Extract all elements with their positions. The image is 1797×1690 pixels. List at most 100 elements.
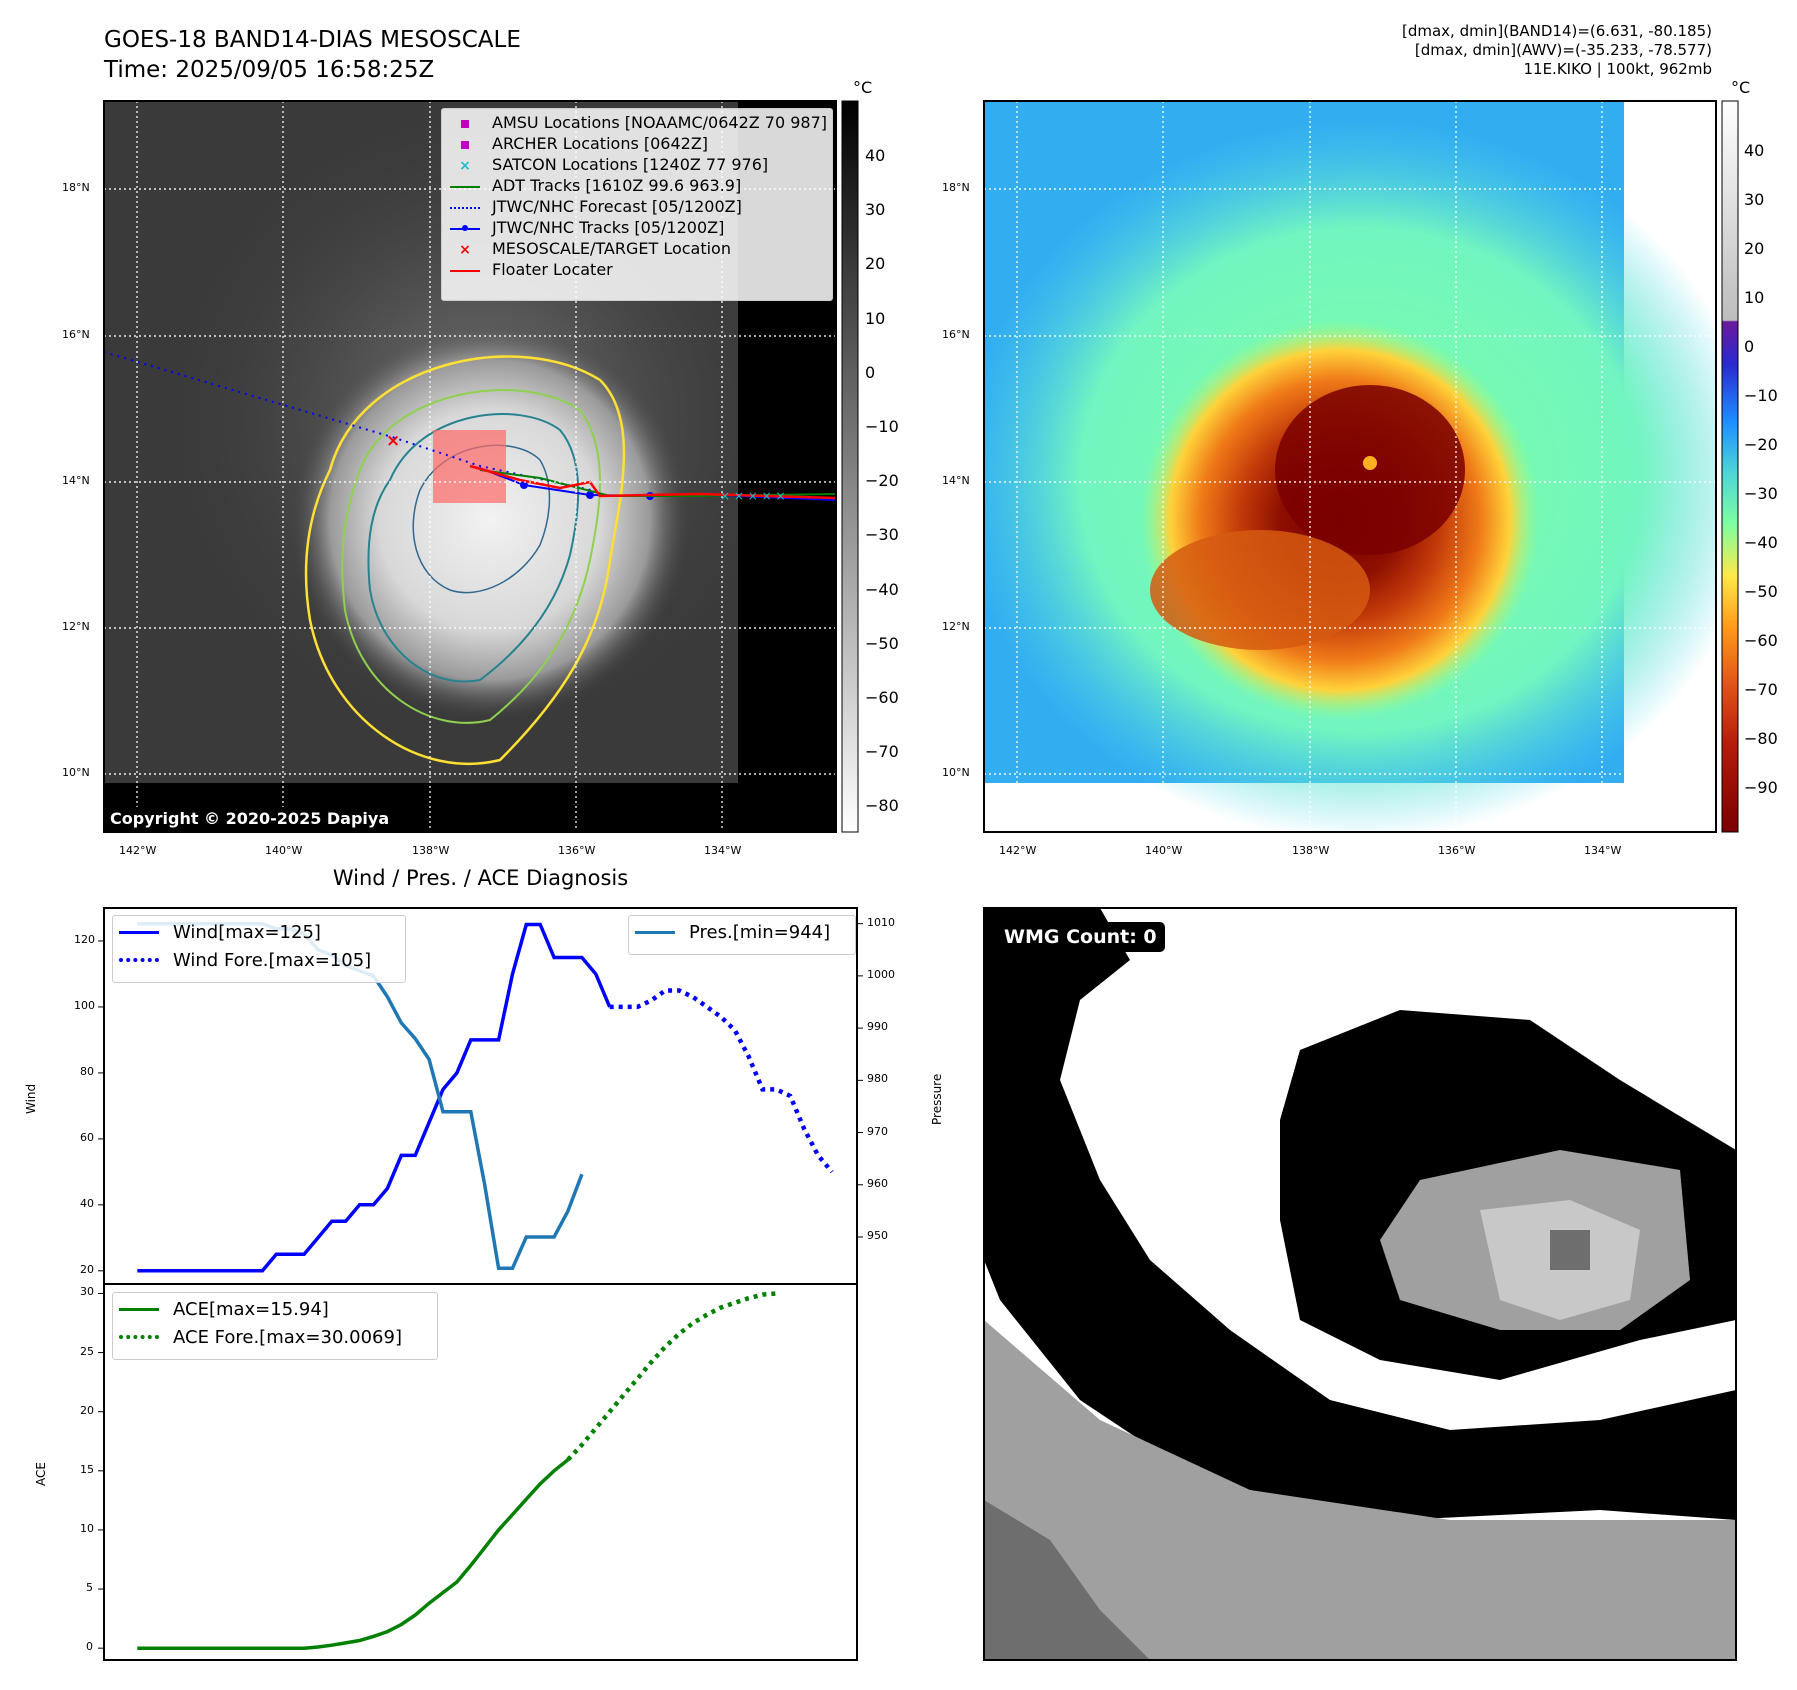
left-lat-tick: 12°N (62, 620, 90, 633)
series-line-1 (609, 988, 834, 1174)
right-colorbar-tick: −40 (1744, 533, 1778, 552)
left-colorbar-tick: 10 (865, 308, 886, 328)
ace-plot (98, 1291, 777, 1650)
map-legend-item: ADT Tracks [1610Z 99.6 963.9] (448, 175, 832, 196)
right-gridlines (984, 101, 1716, 832)
left-colorbar-tick: −70 (865, 742, 899, 762)
copyright-label: Copyright © 2020-2025 Dapiya (104, 807, 396, 830)
right-colorbar-tick: 0 (1744, 337, 1755, 356)
right-colorbar-tick: 30 (1744, 190, 1765, 209)
left-colorbar-tick: 0 (865, 362, 876, 382)
chart-title: Wind / Pres. / ACE Diagnosis (332, 866, 629, 890)
right-lat-tick: 14°N (942, 474, 970, 487)
info-band14-range: [dmax, dmin](BAND14)=(6.631, -80.185) (1401, 22, 1712, 40)
map-legend-item: × MESOSCALE/TARGET Location (448, 238, 832, 259)
left-colorbar-tick: −30 (865, 525, 899, 545)
right-colorbar-tick: −50 (1744, 582, 1778, 601)
wind-ytick-label: 120 (74, 932, 95, 946)
pressure-legend: Pres.[min=944] (628, 915, 856, 955)
left-colorbar-tick: −40 (865, 579, 899, 599)
pressure-ytick-label: 990 (867, 1020, 888, 1034)
wind-ytick-label: 100 (74, 998, 95, 1012)
wind-ytick-label: 20 (80, 1262, 94, 1276)
left-lat-tick: 16°N (62, 328, 90, 341)
right-colorbar (1721, 100, 1739, 833)
map-legend-item: JTWC/NHC Forecast [05/1200Z] (448, 196, 832, 217)
svg-text:× × × × ×: × × × × × (720, 489, 786, 503)
right-lat-tick: 12°N (942, 620, 970, 633)
legend-marker-icon: × (459, 242, 471, 258)
right-lon-tick: 136°W (1438, 844, 1476, 857)
pressure-ytick-label: 960 (867, 1176, 888, 1190)
map-legend-item: AMSU Locations [NOAAMC/0642Z 70 987] (448, 112, 832, 133)
info-block: [dmax, dmin](BAND14)=(6.631, -80.185) [d… (1402, 22, 1712, 79)
legend-marker-icon (448, 176, 482, 195)
ace-ytick-label: 15 (80, 1462, 94, 1476)
ace-ylabel: ACE (34, 1462, 48, 1486)
left-colorbar-tick: −50 (865, 633, 899, 653)
map-legend-item: ARCHER Locations [0642Z] (448, 133, 832, 154)
right-colorbar-tick: 20 (1744, 239, 1765, 258)
right-colorbar-tick: −90 (1744, 778, 1778, 797)
ace-ytick-label: 30 (80, 1285, 94, 1299)
right-colorbar-unit: °C (1731, 78, 1751, 97)
left-colorbar-tick: 20 (865, 254, 886, 274)
ace-ytick-label: 20 (80, 1403, 94, 1417)
map-legend-item: Floater Locater (448, 259, 832, 280)
ace-series-line-0 (137, 1458, 570, 1650)
right-lon-tick: 142°W (999, 844, 1037, 857)
info-awv-range: [dmax, dmin](AWV)=(-35.233, -78.577) (1414, 41, 1712, 59)
target-marker: × (386, 431, 400, 451)
right-colorbar-tick: 40 (1744, 141, 1765, 160)
right-colorbar-tick: 10 (1744, 288, 1765, 307)
legend-wind: Wind[max=125] (119, 918, 399, 946)
left-colorbar-tick: −20 (865, 471, 899, 491)
ir-contour-teal (367, 413, 580, 683)
left-lon-tick: 134°W (704, 844, 742, 857)
right-colorbar-tick: −60 (1744, 631, 1778, 650)
wind-ytick-label: 80 (80, 1064, 94, 1078)
left-colorbar-tick: −80 (865, 796, 899, 816)
ir-storm-cloud (290, 320, 690, 720)
legend-wind-forecast: Wind Fore.[max=105] (119, 946, 399, 974)
wind-ytick-label: 60 (80, 1130, 94, 1144)
wind-ytick-label: 40 (80, 1196, 94, 1210)
left-lat-tick: 18°N (62, 181, 90, 194)
right-lon-tick: 140°W (1145, 844, 1183, 857)
right-lon-tick: 138°W (1292, 844, 1330, 857)
series-line-0 (137, 922, 612, 1273)
pressure-ytick-label: 970 (867, 1124, 888, 1138)
floater-box (433, 430, 506, 503)
left-lon-tick: 136°W (558, 844, 596, 857)
ir-contour-green (341, 389, 601, 724)
legend-marker-icon (448, 260, 482, 279)
right-colorbar-tick: −70 (1744, 680, 1778, 699)
left-lat-tick: 10°N (62, 766, 90, 779)
left-lon-tick: 140°W (265, 844, 303, 857)
left-colorbar-tick: −60 (865, 688, 899, 707)
right-lat-tick: 18°N (942, 181, 970, 194)
pressure-ytick-label: 1010 (867, 915, 895, 929)
legend-marker-icon (448, 197, 482, 216)
legend-ace: ACE[max=15.94] (119, 1295, 431, 1323)
legend-marker-icon (448, 113, 482, 132)
legend-marker-icon (448, 134, 482, 153)
pressure-ytick-label: 950 (867, 1229, 888, 1242)
left-lon-tick: 138°W (412, 844, 450, 857)
legend-marker-icon (448, 218, 482, 237)
left-colorbar (841, 100, 859, 833)
legend-pressure: Pres.[min=944] (635, 918, 849, 946)
wmg-count-badge: WMG Count: 0 (996, 922, 1165, 952)
awv-eye (1363, 456, 1377, 470)
pressure-ytick-label: 1000 (867, 967, 895, 981)
ace-legend: ACE[max=15.94] ACE Fore.[max=30.0069] (112, 1292, 438, 1360)
ace-ytick-label: 0 (86, 1640, 93, 1654)
map-legend-item: × SATCON Locations [1240Z 77 976] (448, 154, 832, 175)
legend-marker-icon: × (459, 158, 471, 174)
pressure-ytick-label: 980 (867, 1072, 888, 1086)
wind-legend: Wind[max=125] Wind Fore.[max=105] (112, 915, 406, 983)
ace-chart-frame (103, 1283, 858, 1661)
right-colorbar-tick: −20 (1744, 435, 1778, 454)
ace-ytick-label: 25 (80, 1344, 94, 1358)
ir-contour-yellow (304, 355, 626, 766)
